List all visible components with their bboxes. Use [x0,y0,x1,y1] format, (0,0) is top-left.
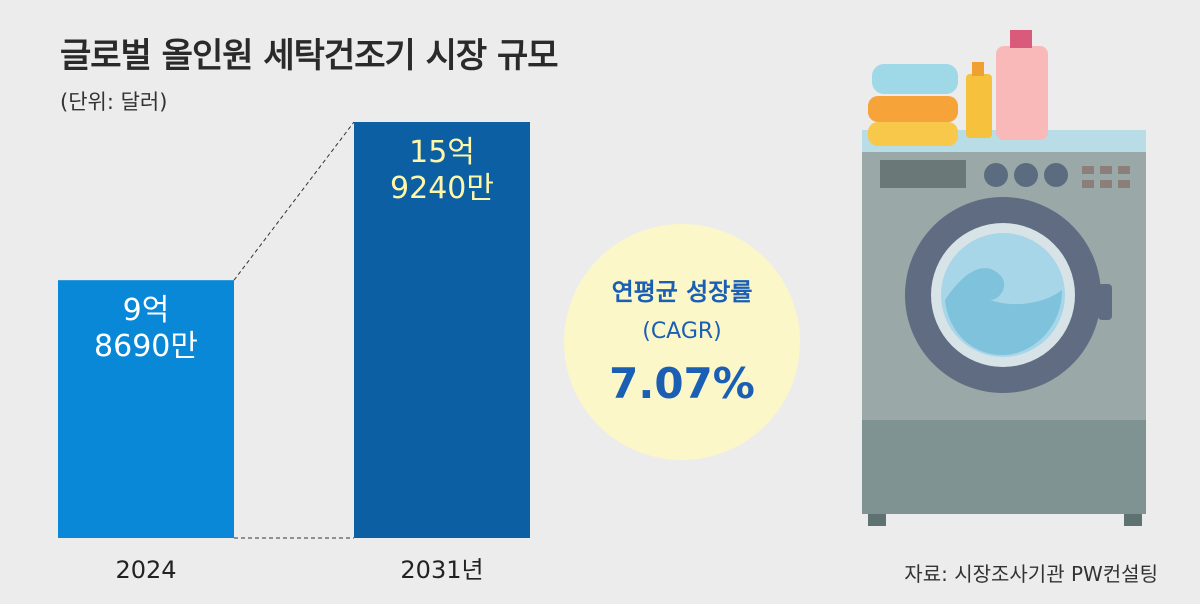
bar-value-label: 15억 [409,135,475,170]
bar-value-label: 9240만 [390,171,494,206]
cagr-subtitle: (CAGR) [642,319,722,344]
unit-label: (단위: 달러) [60,90,168,114]
bar-value-label: 8690만 [94,329,198,364]
connector-line-top [233,121,355,281]
category-label: 2024 [115,556,176,584]
category-label: 2031년 [400,556,483,584]
cagr-circle [564,224,800,460]
bar-1 [354,122,530,538]
bar-value-label: 9억 [123,293,170,328]
bar-0 [58,280,234,538]
chart-title: 글로벌 올인원 세탁건조기 시장 규모 [60,36,559,76]
cagr-value: 7.07% [609,359,755,408]
cagr-annotation: 연평균 성장률 (CAGR) 7.07% [564,224,800,460]
washing-machine-icon [862,30,1146,526]
cagr-title: 연평균 성장률 [612,278,753,306]
source-note: 자료: 시장조사기관 PW컨설팅 [904,562,1158,586]
